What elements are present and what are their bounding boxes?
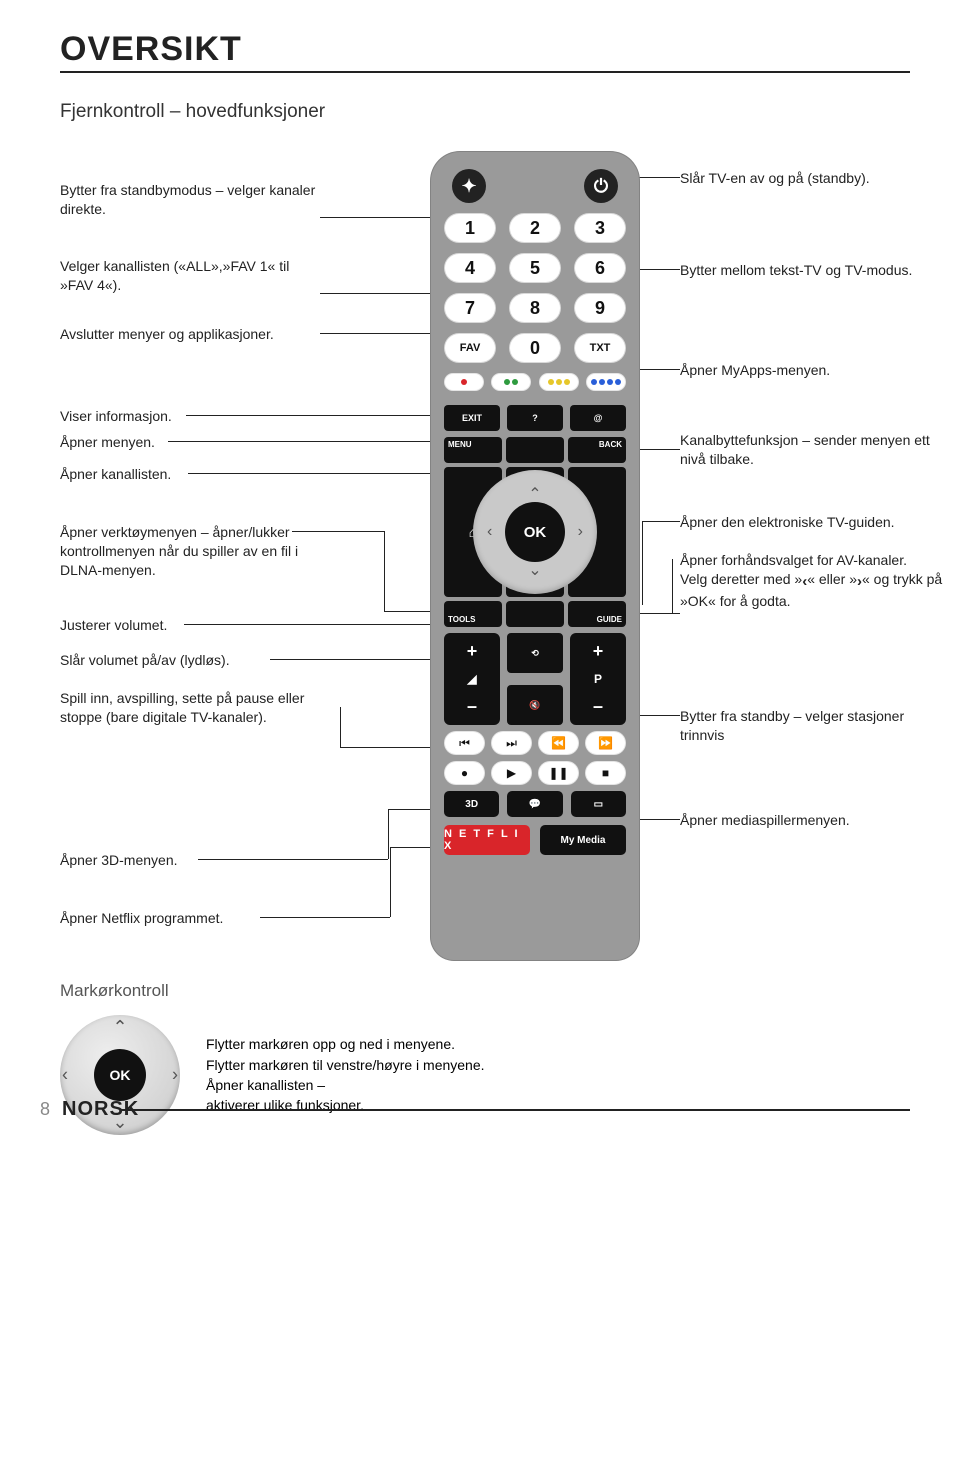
callout-right-2: Bytter mellom tekst-TV og TV-modus. xyxy=(680,261,940,280)
cursor-description: Flytter markøren opp og ned i menyene. F… xyxy=(206,1034,485,1115)
power-icon[interactable]: ⏻ xyxy=(584,169,618,203)
digit-4-button[interactable]: 4 xyxy=(444,253,496,283)
three-d-button[interactable]: 3D xyxy=(444,791,499,817)
callout-right-7: Bytter fra standby – velger stasjoner tr… xyxy=(680,707,940,745)
digit-6-button[interactable]: 6 xyxy=(574,253,626,283)
callout-right-3: Åpner MyApps-menyen. xyxy=(680,361,940,380)
prev-track-button[interactable]: ⏮ xyxy=(444,731,485,755)
menu-button[interactable]: MENU xyxy=(444,437,502,463)
callout-left-9: Slår volumet på/av (lydløs). xyxy=(60,651,320,670)
fast-forward-button[interactable]: ⏩ xyxy=(585,731,626,755)
right-arrow-icon: › xyxy=(172,1065,178,1086)
callout-left-8: Justerer volumet. xyxy=(60,616,260,635)
digit-8-button[interactable]: 8 xyxy=(509,293,561,323)
play-button[interactable]: ▶ xyxy=(491,761,532,785)
sub-button[interactable]: 💬 xyxy=(507,791,562,817)
callout-left-4: Viser informasjon. xyxy=(60,407,260,426)
page-number: 8 xyxy=(40,1099,50,1120)
section-subtitle: Fjernkontroll – hovedfunksjoner xyxy=(60,101,910,123)
green-button[interactable] xyxy=(491,373,531,391)
callout-right-8: Åpner mediaspillermenyen. xyxy=(680,811,940,830)
rewind-button[interactable]: ⏪ xyxy=(538,731,579,755)
txt-button[interactable]: TXT xyxy=(574,333,626,363)
callout-left-2: Velger kanallisten («ALL»,»FAV 1« til »F… xyxy=(60,257,320,295)
mute-button[interactable]: 🔇 xyxy=(507,685,563,725)
callout-right-5: Åpner den elektroniske TV-guiden. xyxy=(680,513,950,532)
info-button[interactable]: ? xyxy=(507,405,563,431)
screen-button[interactable]: ▭ xyxy=(571,791,626,817)
digit-1-button[interactable]: 1 xyxy=(444,213,496,243)
light-icon[interactable]: ✦ xyxy=(452,169,486,203)
back-button[interactable]: BACK xyxy=(568,437,626,463)
ok-button[interactable]: OK xyxy=(505,502,565,562)
callout-left-11: Åpner 3D-menyen. xyxy=(60,851,320,870)
down-icon[interactable]: ⌄ xyxy=(528,560,541,580)
digit-3-button[interactable]: 3 xyxy=(574,213,626,243)
left-arrow-icon: ‹ xyxy=(62,1065,68,1086)
nav-pad: MENU BACK ⌂ TOOLS GUIDE ⌃ ⌄ ‹ › OK xyxy=(444,437,626,627)
callout-left-5: Åpner menyen. xyxy=(60,433,260,452)
exit-button[interactable]: EXIT xyxy=(444,405,500,431)
channel-rocker[interactable]: + P – xyxy=(570,633,626,725)
footer-rule xyxy=(120,1109,910,1111)
remote-body: ✦ ⏻ 1 2 3 4 5 6 7 8 9 FAV 0 TXT xyxy=(430,151,640,961)
digit-5-button[interactable]: 5 xyxy=(509,253,561,283)
nav-ring[interactable]: ⌃ ⌄ ‹ › OK xyxy=(473,470,597,594)
digit-7-button[interactable]: 7 xyxy=(444,293,496,323)
digit-2-button[interactable]: 2 xyxy=(509,213,561,243)
ok-label: OK xyxy=(94,1049,146,1101)
tools-button[interactable]: TOOLS xyxy=(444,601,502,627)
next-track-button[interactable]: ⏭ xyxy=(491,731,532,755)
stop-button[interactable]: ■ xyxy=(585,761,626,785)
digit-9-button[interactable]: 9 xyxy=(574,293,626,323)
callout-right-1: Slår TV-en av og på (standby). xyxy=(680,169,940,188)
volume-icon: ◢ xyxy=(467,672,476,686)
cursor-heading: Markørkontroll xyxy=(60,981,910,1001)
callout-left-12: Åpner Netflix programmet. xyxy=(60,909,320,928)
remote-diagram: Bytter fra standbymodus – velger kanaler… xyxy=(60,151,910,1111)
my-media-button[interactable]: My Media xyxy=(540,825,626,855)
up-arrow-icon: ⌃ xyxy=(112,1017,127,1038)
source-button[interactable]: ⟲ xyxy=(507,633,563,673)
callout-left-3: Avslutter menyer og applikasjoner. xyxy=(60,325,320,344)
callout-right-6: Åpner forhåndsvalget for AV-kanaler. Vel… xyxy=(680,551,960,611)
title-rule xyxy=(60,71,910,73)
guide-button[interactable]: GUIDE xyxy=(568,601,626,627)
right-icon[interactable]: › xyxy=(578,523,583,541)
left-icon[interactable]: ‹ xyxy=(487,523,492,541)
callout-left-1: Bytter fra standbymodus – velger kanaler… xyxy=(60,181,320,219)
blue-button[interactable] xyxy=(586,373,626,391)
fav-button[interactable]: FAV xyxy=(444,333,496,363)
page-title: OVERSIKT xyxy=(60,30,910,69)
callout-left-6: Åpner kanallisten. xyxy=(60,465,260,484)
callout-left-10: Spill inn, avspilling, sette på pause el… xyxy=(60,689,340,727)
pause-button[interactable]: ❚❚ xyxy=(538,761,579,785)
at-button[interactable]: @ xyxy=(570,405,626,431)
red-button[interactable] xyxy=(444,373,484,391)
record-button[interactable]: ● xyxy=(444,761,485,785)
yellow-button[interactable] xyxy=(539,373,579,391)
callout-right-4: Kanalbyttefunksjon – sender menyen ett n… xyxy=(680,431,950,469)
up-icon[interactable]: ⌃ xyxy=(528,484,541,504)
netflix-button[interactable]: N E T F L I X xyxy=(444,825,530,855)
volume-rocker[interactable]: + ◢ – xyxy=(444,633,500,725)
digit-0-button[interactable]: 0 xyxy=(509,333,561,363)
